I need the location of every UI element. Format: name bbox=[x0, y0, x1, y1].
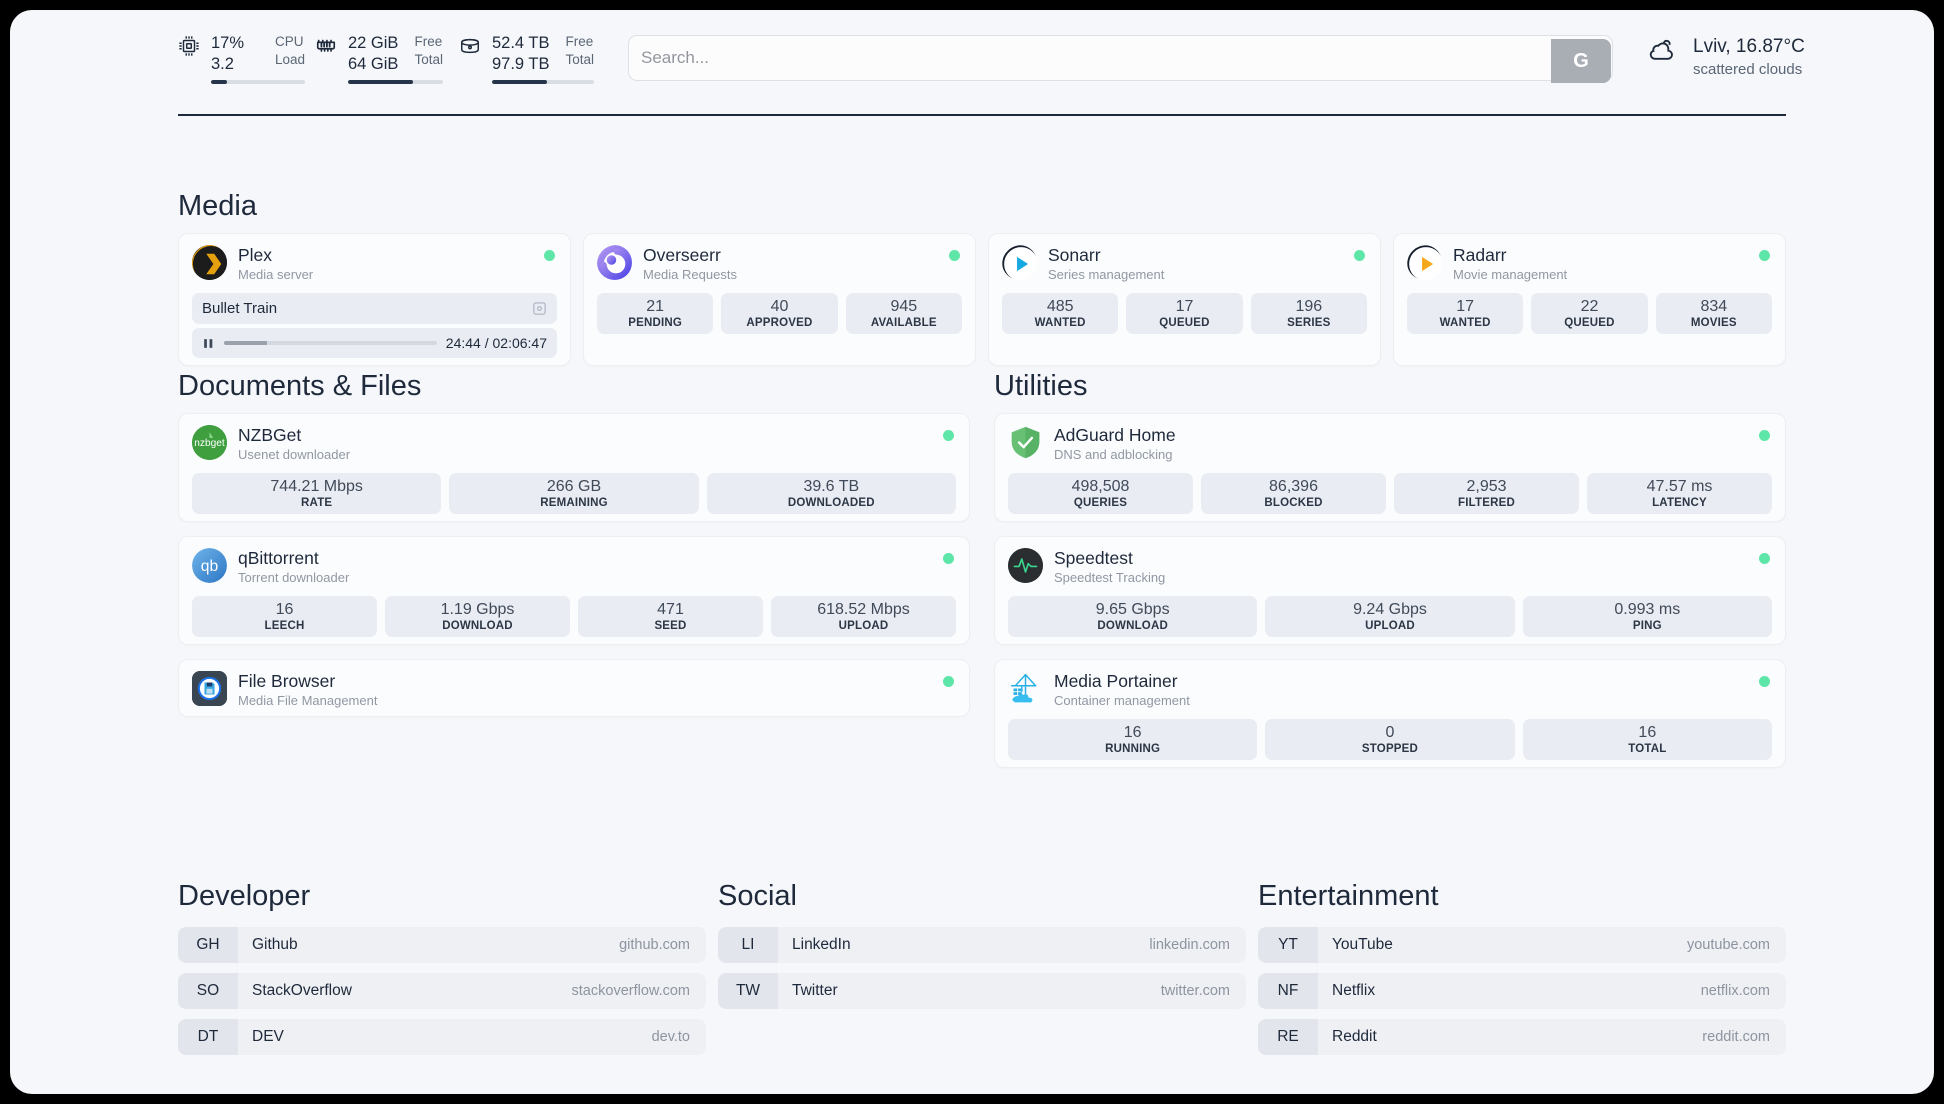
svg-text:qb: qb bbox=[201, 558, 219, 575]
svg-text:nzbget: nzbget bbox=[194, 438, 225, 449]
